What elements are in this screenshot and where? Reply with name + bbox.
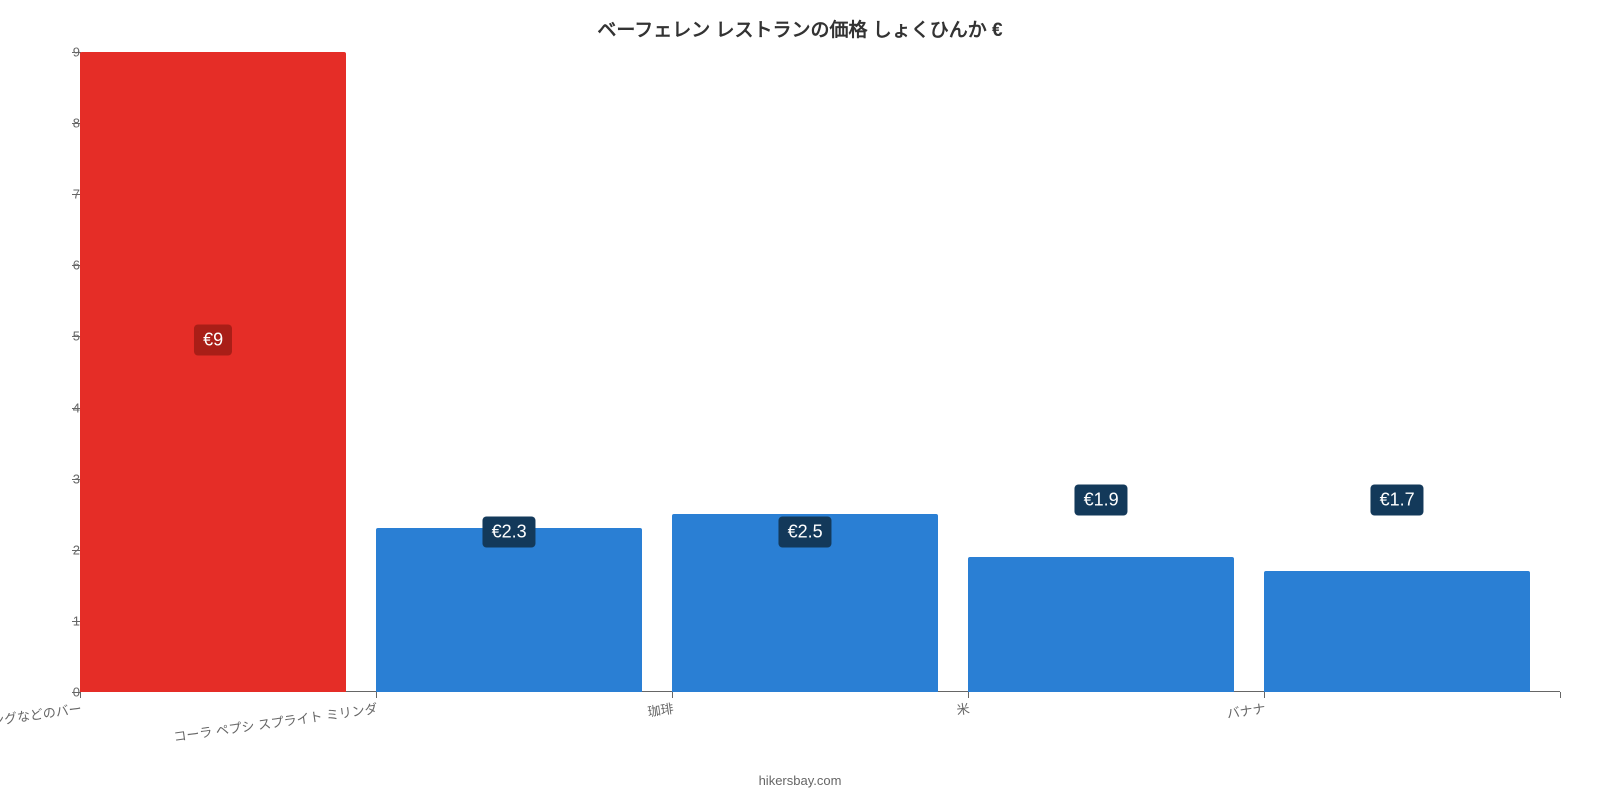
y-tick-mark bbox=[72, 550, 80, 551]
bar-slot: €1.9 bbox=[968, 52, 1264, 692]
x-tick-mark bbox=[968, 692, 969, 698]
chart-container: ベーフェレン レストランの価格 しょくひんか € €9€2.3€2.5€1.9€… bbox=[0, 0, 1600, 800]
y-tick-mark bbox=[72, 265, 80, 266]
bar bbox=[80, 52, 346, 692]
bar bbox=[376, 528, 642, 692]
x-tick-label: 米 bbox=[955, 698, 971, 719]
bar-value-badge: €1.9 bbox=[1075, 485, 1128, 516]
bar-value-badge: €9 bbox=[194, 325, 232, 356]
x-tick-label: バナナ bbox=[1225, 698, 1266, 722]
y-tick-mark bbox=[72, 408, 80, 409]
bar-value-badge: €1.7 bbox=[1371, 485, 1424, 516]
x-tick-mark bbox=[1560, 692, 1561, 698]
x-tick-mark bbox=[672, 692, 673, 698]
plot-area: €9€2.3€2.5€1.9€1.7 マックバーガーキングなどのバーコーラ ペプ… bbox=[80, 52, 1560, 692]
x-tick-mark bbox=[80, 692, 81, 698]
bar bbox=[1264, 571, 1530, 692]
bar bbox=[968, 557, 1234, 692]
chart-title: ベーフェレン レストランの価格 しょくひんか € bbox=[20, 15, 1580, 42]
y-tick-mark bbox=[72, 621, 80, 622]
bar-slot: €2.3 bbox=[376, 52, 672, 692]
x-tick-mark bbox=[1264, 692, 1265, 698]
x-tick-mark bbox=[376, 692, 377, 698]
y-tick-mark bbox=[72, 479, 80, 480]
y-tick-mark bbox=[72, 52, 80, 53]
x-tick-label: 珈琲 bbox=[646, 698, 674, 720]
bars-group: €9 €2.3 €2.5 €1.9 €1.7 bbox=[80, 52, 1560, 692]
x-tick-label: マックバーガーキングなどのバー bbox=[0, 698, 83, 744]
y-tick-mark bbox=[72, 194, 80, 195]
bar-slot: €9 bbox=[80, 52, 376, 692]
bar-slot: €1.7 bbox=[1264, 52, 1560, 692]
bar-value-badge: €2.3 bbox=[483, 517, 536, 548]
y-tick-mark bbox=[72, 336, 80, 337]
bar-slot: €2.5 bbox=[672, 52, 968, 692]
attribution-text: hikersbay.com bbox=[0, 773, 1600, 788]
x-tick-label: コーラ ペプシ スプライト ミリンダ bbox=[172, 698, 378, 745]
y-tick-mark bbox=[72, 123, 80, 124]
y-tick-mark bbox=[72, 692, 80, 693]
bar-value-badge: €2.5 bbox=[779, 517, 832, 548]
